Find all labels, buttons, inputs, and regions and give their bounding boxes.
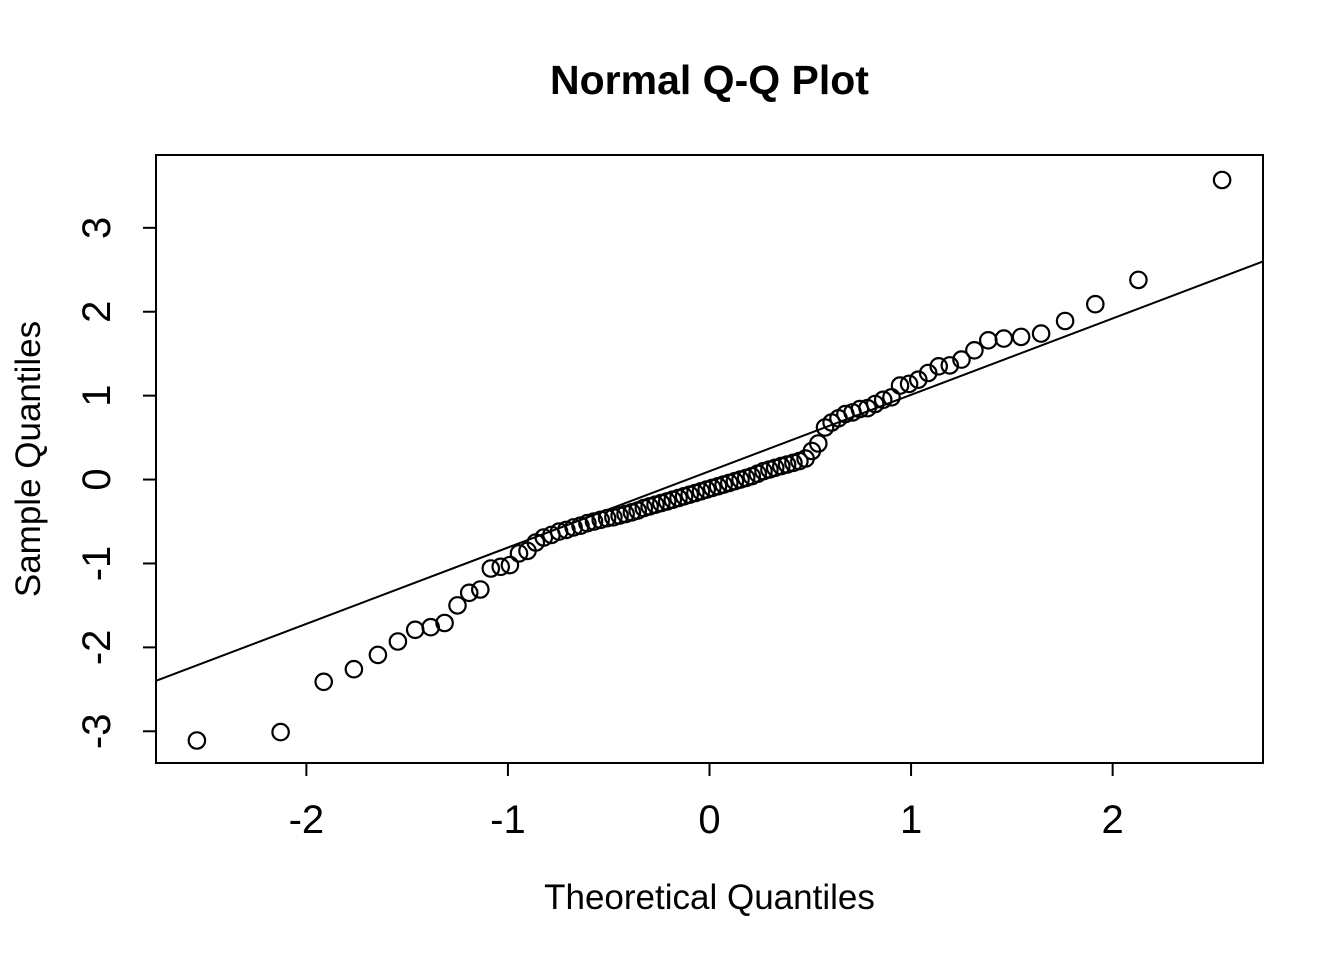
y-axis-label: Sample Quantiles [9,320,48,598]
y-tick-label: 0 [75,468,119,490]
y-tick-label: 1 [75,385,119,407]
data-point [890,376,910,395]
data-point [509,544,529,563]
data-point [187,731,207,750]
data-point [965,340,984,360]
data-point [421,617,440,637]
y-tick-label: 2 [75,301,119,323]
y-tick-label: -3 [75,713,119,749]
x-tick-label: 2 [1102,798,1124,842]
data-point [368,645,388,665]
data-point [929,356,948,376]
x-axis-label: Theoretical Quantiles [544,878,875,917]
data-point [1031,324,1051,343]
x-tick-label: -2 [289,798,325,842]
data-point [873,390,893,410]
data-point [899,374,919,394]
data-point [1086,294,1105,314]
data-point [978,330,998,350]
data-point [491,557,510,577]
data-point [808,434,828,453]
y-tick-label: -1 [75,546,119,582]
x-tick-label: -1 [490,798,526,842]
data-point [908,370,928,389]
x-tick-label: 0 [698,798,720,842]
data-point [940,356,960,375]
data-point [584,512,604,531]
qq-reference-line [155,260,1264,682]
data-point [597,508,617,528]
data-point [448,596,467,615]
data-point [435,613,454,633]
data-point [271,722,290,742]
data-point [994,329,1014,348]
x-tick-label: 1 [900,798,922,842]
data-point [1129,270,1148,290]
data-point [470,580,490,599]
data-point [314,672,333,692]
chart-title: Normal Q-Q Plot [550,57,869,103]
data-point [481,559,501,578]
data-point [459,583,479,603]
y-tick-label: 3 [75,217,119,239]
data-point [500,555,520,575]
data-point [405,620,425,640]
data-point [1212,170,1232,190]
data-point [344,659,364,679]
y-tick-label: -2 [75,630,119,666]
plot-border [155,154,1264,764]
data-point [1011,327,1031,347]
data-point [564,518,583,537]
data-point [388,632,408,651]
data-point [918,363,938,383]
data-point [1055,311,1075,331]
data-point [952,350,971,369]
